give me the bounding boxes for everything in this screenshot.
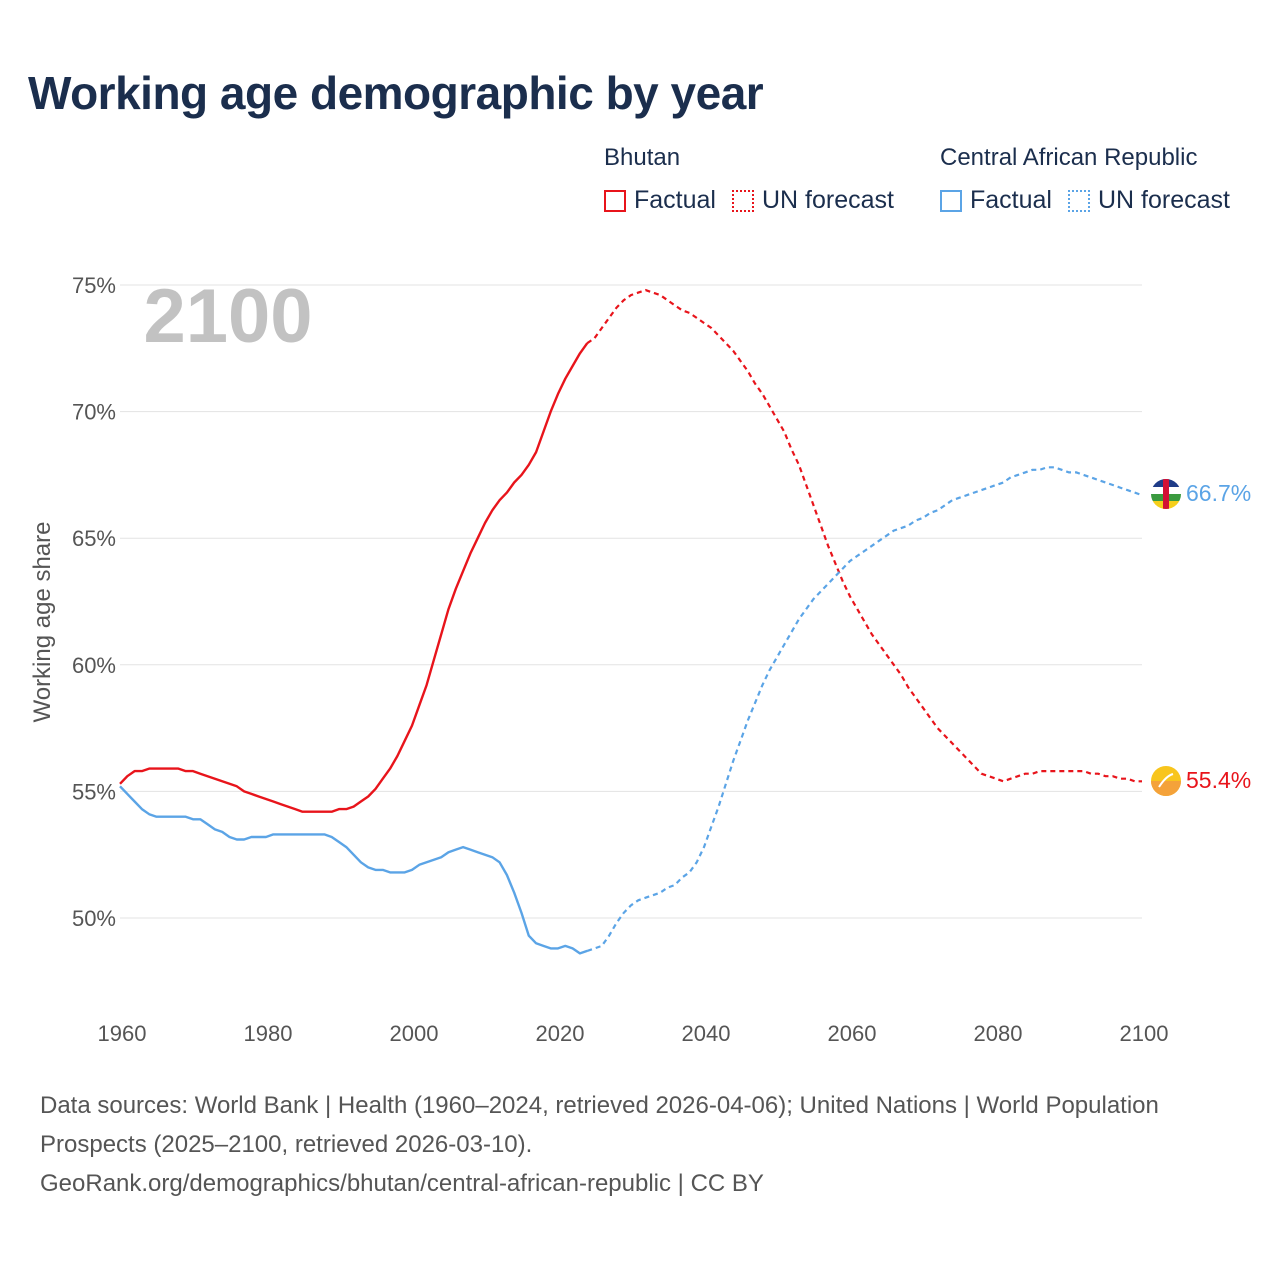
line-chart: 50% 55% 60% 65% 70% 75% 1960 1980 2000 2020 2040 2… — [29, 273, 1251, 1046]
x-tick-label: 2080 — [974, 1021, 1023, 1046]
factual-swatch-icon — [940, 189, 962, 212]
legend-item-car-factual[interactable]: Factual — [940, 186, 1052, 215]
legend-country-name: Bhutan — [604, 144, 681, 171]
legend-item-bhutan-factual[interactable]: Factual — [604, 186, 716, 215]
legend-label: UN forecast — [1097, 186, 1230, 214]
factual-swatch-icon — [604, 189, 626, 212]
y-tick-label: 60% — [72, 653, 116, 678]
x-tick-label: 2060 — [828, 1021, 877, 1046]
sources-text: Data sources: World Bank | Health (1960–… — [40, 1092, 1159, 1158]
car-factual-line — [119, 785, 588, 955]
y-tick-label: 55% — [72, 779, 116, 804]
source-link[interactable]: GeoRank.org/demographics/bhutan/central-… — [40, 1170, 764, 1197]
forecast-swatch-icon — [731, 189, 754, 212]
bhutan-factual-line — [119, 342, 589, 813]
legend-country-name: Central African Republic — [940, 144, 1198, 171]
x-axis-ticks: 1960 1980 2000 2020 2040 2060 2080 2100 — [98, 1021, 1169, 1046]
bhutan-forecast-line — [586, 288, 1142, 783]
y-axis-label: Working age share — [29, 522, 56, 723]
y-tick-label: 50% — [72, 906, 116, 931]
car-forecast-line — [586, 466, 1143, 952]
legend-label: UN forecast — [761, 186, 894, 214]
x-tick-label: 2000 — [390, 1021, 439, 1046]
x-tick-label: 1980 — [244, 1021, 293, 1046]
x-tick-label: 1960 — [98, 1021, 147, 1046]
grid-lines — [120, 284, 1142, 919]
legend-group-car: Central African Republic Factual UN fore… — [940, 144, 1230, 215]
legend-label: Factual — [970, 186, 1052, 214]
legend-label: Factual — [634, 186, 716, 214]
y-axis-ticks: 50% 55% 60% 65% 70% 75% — [72, 273, 116, 931]
chart-title: Working age demographic by year — [28, 67, 764, 119]
y-tick-label: 70% — [72, 400, 116, 425]
year-watermark: 2100 — [143, 274, 312, 359]
legend-item-car-forecast[interactable]: UN forecast — [1067, 186, 1230, 215]
y-tick-label: 75% — [72, 273, 116, 298]
series-lines — [119, 288, 1143, 955]
y-tick-label: 65% — [72, 526, 116, 551]
car-end-value: 66.7% — [1186, 480, 1251, 506]
forecast-swatch-icon — [1067, 189, 1090, 212]
x-tick-label: 2100 — [1120, 1021, 1169, 1046]
x-tick-label: 2040 — [682, 1021, 731, 1046]
car-flag-icon — [1151, 479, 1181, 509]
legend-group-bhutan: Bhutan Factual UN forecast — [604, 144, 910, 215]
data-sources: Data sources: World Bank | Health (1960–… — [40, 1086, 1220, 1203]
bhutan-flag-icon — [1151, 766, 1181, 796]
bhutan-end-value: 55.4% — [1186, 767, 1251, 793]
x-tick-label: 2020 — [536, 1021, 585, 1046]
legend-item-bhutan-forecast[interactable]: UN forecast — [731, 186, 894, 215]
